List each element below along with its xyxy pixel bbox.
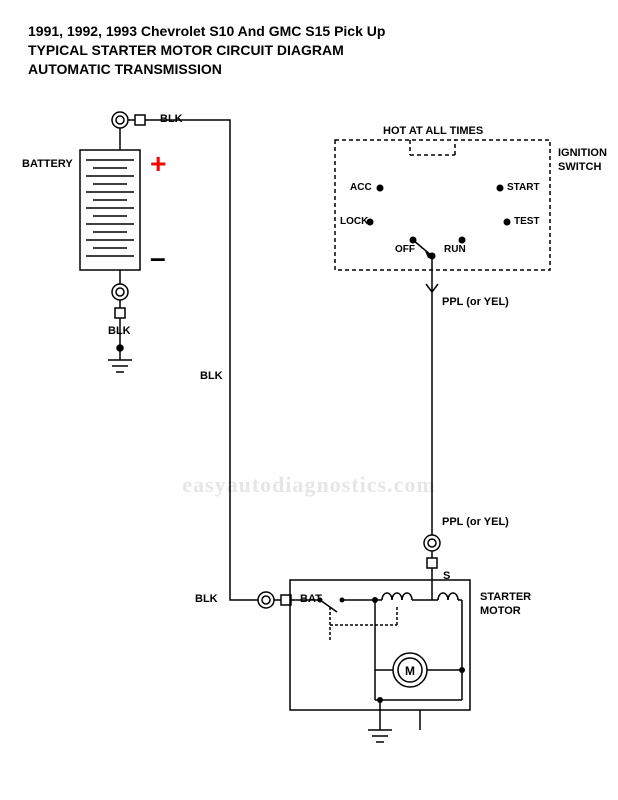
blk-low-label: BLK [195, 593, 218, 605]
starter-label: STARTERMOTOR [480, 590, 531, 619]
wire-bat-to-starter [155, 120, 258, 600]
lock-label: LOCK [340, 216, 368, 227]
starter-ground-icon [368, 730, 392, 742]
bat-pos-ring-inner [116, 116, 124, 124]
bat-label: BAT [300, 593, 322, 605]
wiring-diagram: M [0, 0, 618, 800]
s-term-ring [424, 535, 440, 551]
run-label: RUN [444, 244, 466, 255]
blk-gnd-label: BLK [108, 325, 131, 337]
ignition-label: IGNITIONSWITCH [558, 146, 607, 175]
off-label: OFF [395, 244, 415, 255]
ignition-tab [410, 140, 455, 155]
bat-pos-ring [112, 112, 128, 128]
battery-label: BATTERY [22, 158, 73, 170]
ign-y-connector [426, 270, 438, 292]
blk-top-label: BLK [160, 113, 183, 125]
bat-pos-connector [135, 115, 145, 125]
battery-ground-icon [108, 360, 132, 372]
ignition-wiper [413, 240, 432, 256]
plus-icon: + [150, 150, 166, 178]
test-label: TEST [514, 216, 540, 227]
bat-neg-ring [112, 284, 128, 300]
starter-internal [300, 580, 465, 687]
minus-icon: – [150, 244, 166, 272]
acc-label: ACC [350, 182, 372, 193]
blk-mid-label: BLK [200, 370, 223, 382]
hot-label: HOT AT ALL TIMES [383, 125, 483, 137]
motor-m-label: M [405, 664, 415, 678]
bat-term-ring [258, 592, 274, 608]
start-label: START [507, 182, 540, 193]
ppl2-label: PPL (or YEL) [442, 516, 509, 528]
battery-cells [86, 160, 134, 256]
bat-neg-connector [115, 308, 125, 318]
ppl1-label: PPL (or YEL) [442, 296, 509, 308]
s-label: S [443, 570, 450, 582]
ignition-positions [367, 185, 511, 260]
s-term-connector [427, 558, 437, 568]
ignition-switch-box [335, 140, 550, 270]
